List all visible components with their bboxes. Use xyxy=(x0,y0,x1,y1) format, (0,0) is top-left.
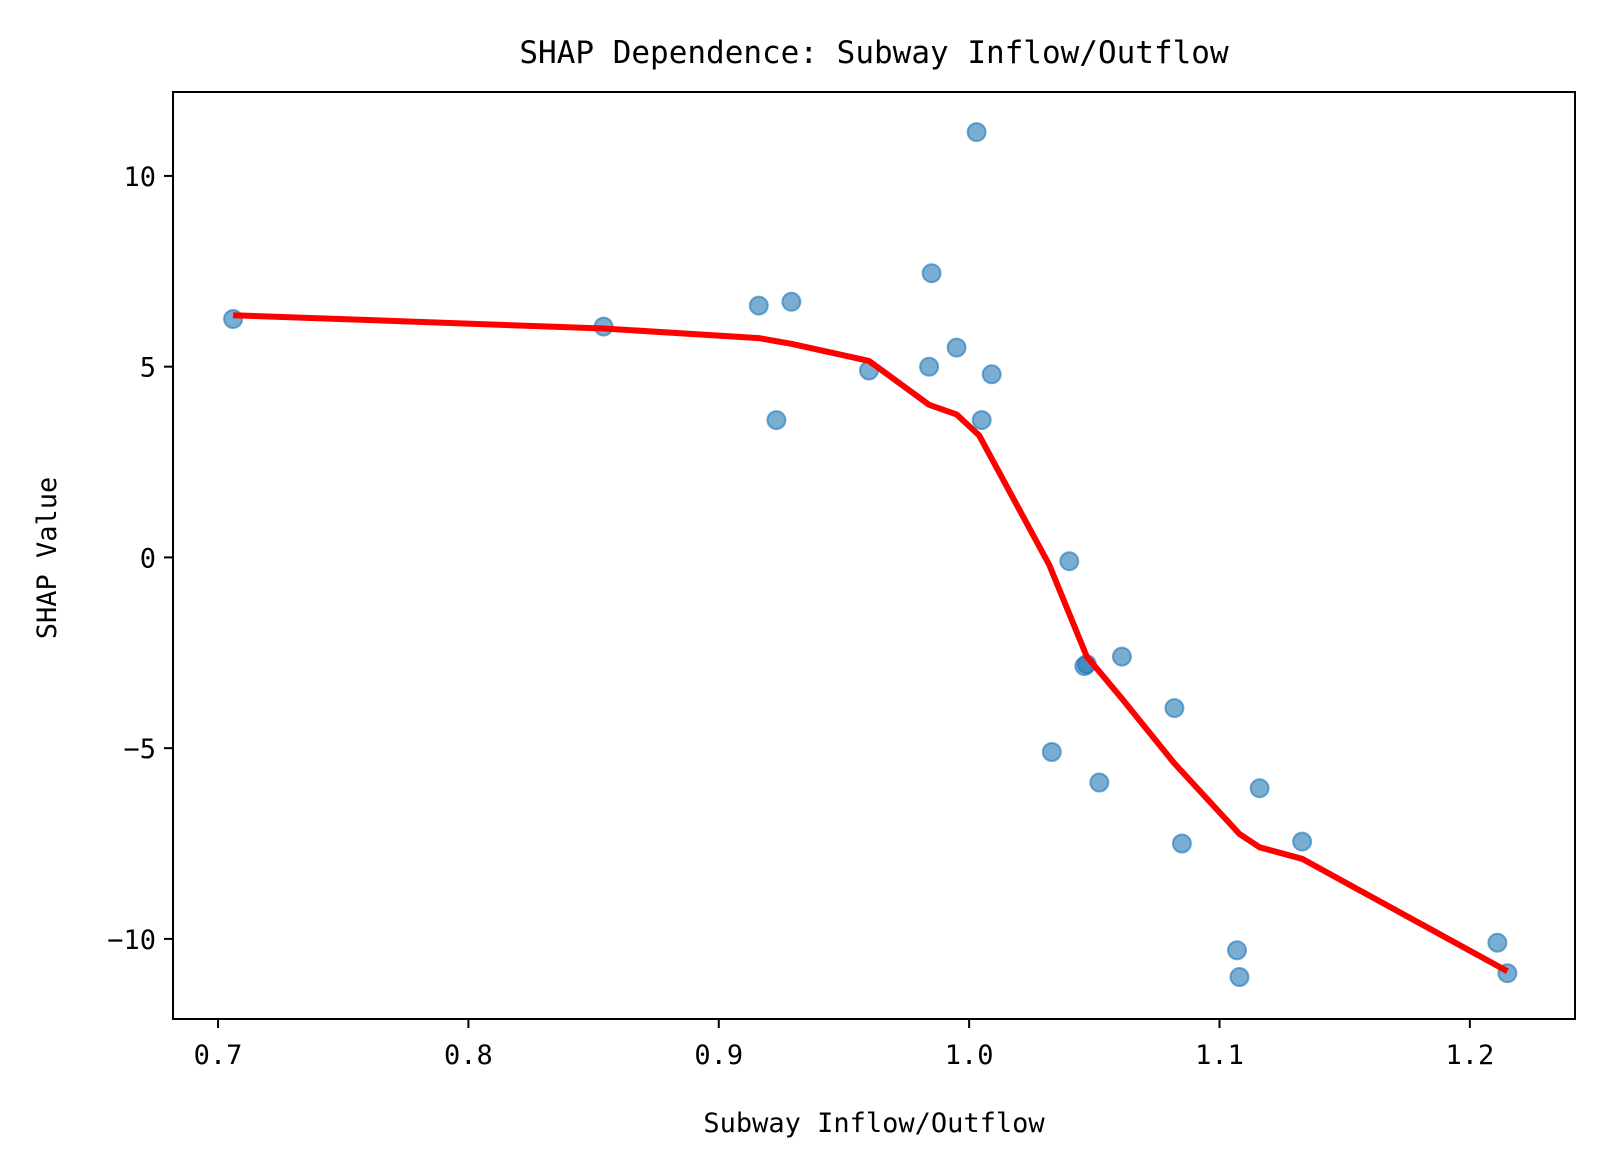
x-tick-label-5: 1.2 xyxy=(1445,1040,1494,1071)
scatter-point-10 xyxy=(971,410,992,431)
scatter-point-24 xyxy=(1487,932,1508,953)
scatter-point-3 xyxy=(781,291,802,312)
scatter-point-21 xyxy=(1229,967,1250,987)
scatter-point-11 xyxy=(981,364,1002,385)
x-tick-label-4: 1.1 xyxy=(1195,1040,1244,1071)
y-tick-label-2: 0 xyxy=(140,543,156,574)
scatter-point-20 xyxy=(1227,940,1247,961)
scatter-point-16 xyxy=(1089,772,1110,793)
x-tick-label-3: 1.0 xyxy=(945,1040,994,1071)
x-tick-label-0: 0.7 xyxy=(194,1040,243,1071)
scatter-point-2 xyxy=(748,295,769,316)
plot-area xyxy=(223,122,1518,987)
axes: 0.7 0.8 0.9 1.0 1.1 1.2 10 5 0 −5 −10 xyxy=(107,91,1576,1071)
x-tick-label-2: 0.9 xyxy=(694,1040,743,1071)
scatter-point-17 xyxy=(1111,646,1132,667)
scatter-point-4 xyxy=(766,410,787,431)
scatter-point-18 xyxy=(1164,698,1185,719)
scatter-point-23 xyxy=(1292,831,1313,852)
y-axis-label: SHAP Value xyxy=(32,477,63,640)
y-tick-label-3: −5 xyxy=(123,734,156,765)
scatter-point-9 xyxy=(966,122,987,143)
scatter-point-19 xyxy=(1171,833,1192,854)
trend-line xyxy=(232,312,1509,974)
chart-title: SHAP Dependence: Subway Inflow/Outflow xyxy=(519,35,1229,71)
plot-frame xyxy=(172,91,1576,1020)
scatter-point-22 xyxy=(1249,778,1270,799)
scatter-point-12 xyxy=(1041,742,1062,762)
scatter-point-13 xyxy=(1059,551,1080,572)
x-axis-label: Subway Inflow/Outflow xyxy=(703,1108,1045,1139)
x-tick-label-1: 0.8 xyxy=(444,1040,493,1071)
scatter-point-6 xyxy=(919,356,940,377)
y-tick-label-1: 5 xyxy=(140,353,156,384)
scatter-point-7 xyxy=(921,263,942,284)
scatter-point-8 xyxy=(946,337,967,358)
y-tick-label-0: 10 xyxy=(123,162,156,193)
y-tick-label-4: −10 xyxy=(107,925,156,956)
